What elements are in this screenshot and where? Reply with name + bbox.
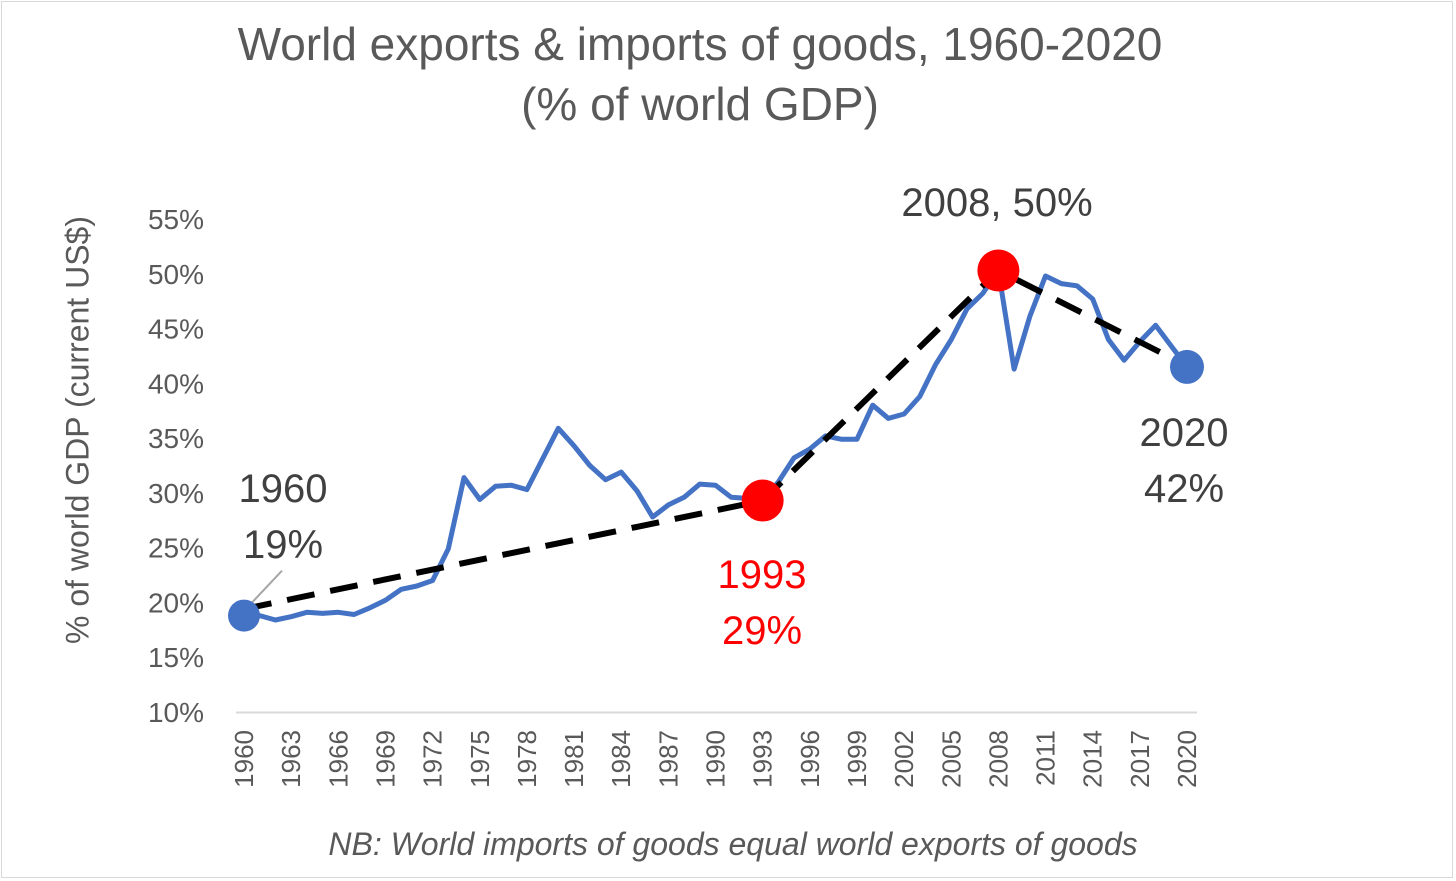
y-tick-label: 50% xyxy=(148,259,204,290)
annotation-label: 2008, 50% xyxy=(901,181,1092,225)
highlight-marker xyxy=(977,249,1020,292)
x-tick-label: 1996 xyxy=(795,730,825,788)
trend-line xyxy=(243,267,1189,612)
annotation-leader xyxy=(249,569,283,606)
x-tick-label: 1966 xyxy=(323,730,353,788)
x-tick-label: 1987 xyxy=(653,730,683,788)
annotation-label: 29% xyxy=(722,609,802,653)
annotation-label: 42% xyxy=(1144,467,1224,511)
x-tick-label: 1990 xyxy=(701,730,731,788)
x-tick-label: 2017 xyxy=(1125,730,1155,788)
x-tick-label: 2020 xyxy=(1172,730,1202,788)
y-tick-label: 30% xyxy=(148,478,204,509)
y-tick-label: 45% xyxy=(148,314,204,345)
x-tick-label: 2002 xyxy=(889,730,919,788)
x-tick-label: 1981 xyxy=(559,730,589,788)
chart-title: World exports & imports of goods, 1960-2… xyxy=(0,14,1400,134)
x-tick-label: 2014 xyxy=(1078,730,1108,788)
annotation-label: 1960 xyxy=(239,467,328,511)
chart-title-line1: World exports & imports of goods, 1960-2… xyxy=(237,18,1163,70)
x-tick-label: 1993 xyxy=(748,730,778,788)
series-line xyxy=(241,268,1190,623)
footnote: NB: World imports of goods equal world e… xyxy=(328,826,1138,862)
x-tick-label: 1972 xyxy=(418,730,448,788)
x-tick-label: 1975 xyxy=(465,730,495,788)
chart-title-line2: (% of world GDP) xyxy=(521,78,879,130)
x-tick-label: 1963 xyxy=(276,730,306,788)
y-tick-label: 55% xyxy=(148,204,204,235)
x-tick-label: 1999 xyxy=(842,730,872,788)
x-tick-label: 2008 xyxy=(983,730,1013,788)
y-tick-label: 20% xyxy=(148,587,204,618)
x-tick-label: 1978 xyxy=(512,730,542,788)
x-tick-label: 1984 xyxy=(606,730,636,788)
annotation-label: 19% xyxy=(243,523,323,567)
annotation-label: 2020 xyxy=(1140,411,1229,455)
y-tick-label: 40% xyxy=(148,368,204,399)
annotation-label: 1993 xyxy=(718,553,807,597)
y-tick-label: 35% xyxy=(148,423,204,454)
x-tick-label: 1960 xyxy=(229,730,259,788)
y-tick-label: 10% xyxy=(148,697,204,728)
x-tick-label: 2011 xyxy=(1031,730,1061,786)
x-tick-label: 1969 xyxy=(370,730,400,788)
highlight-marker xyxy=(228,599,260,632)
y-tick-label: 15% xyxy=(148,642,204,673)
y-tick-label: 25% xyxy=(148,533,204,564)
x-tick-label: 2005 xyxy=(936,730,966,788)
highlight-marker xyxy=(741,479,784,522)
highlight-marker xyxy=(1170,349,1204,384)
